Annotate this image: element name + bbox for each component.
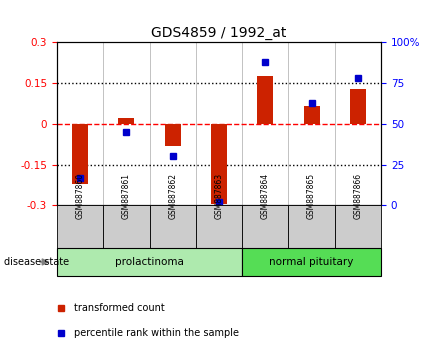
Text: GSM887861: GSM887861 (122, 173, 131, 219)
Text: GSM887862: GSM887862 (168, 173, 177, 219)
Text: transformed count: transformed count (74, 303, 165, 313)
Text: GSM887863: GSM887863 (215, 173, 223, 219)
Bar (72, 124, 88, 184)
Bar (118, 119, 134, 124)
Text: GSM887865: GSM887865 (307, 173, 316, 219)
Bar (350, 88, 366, 124)
Text: GSM887860: GSM887860 (76, 173, 85, 219)
Text: disease state: disease state (4, 257, 70, 267)
Text: percentile rank within the sample: percentile rank within the sample (74, 328, 240, 338)
Bar (211, 124, 227, 204)
Text: GSM887866: GSM887866 (353, 173, 362, 219)
Bar (257, 76, 273, 124)
Text: normal pituitary: normal pituitary (269, 257, 354, 267)
Bar (304, 106, 320, 124)
Title: GDS4859 / 1992_at: GDS4859 / 1992_at (151, 26, 287, 40)
Text: prolactinoma: prolactinoma (115, 257, 184, 267)
Text: GSM887864: GSM887864 (261, 173, 270, 219)
Bar (165, 124, 181, 145)
